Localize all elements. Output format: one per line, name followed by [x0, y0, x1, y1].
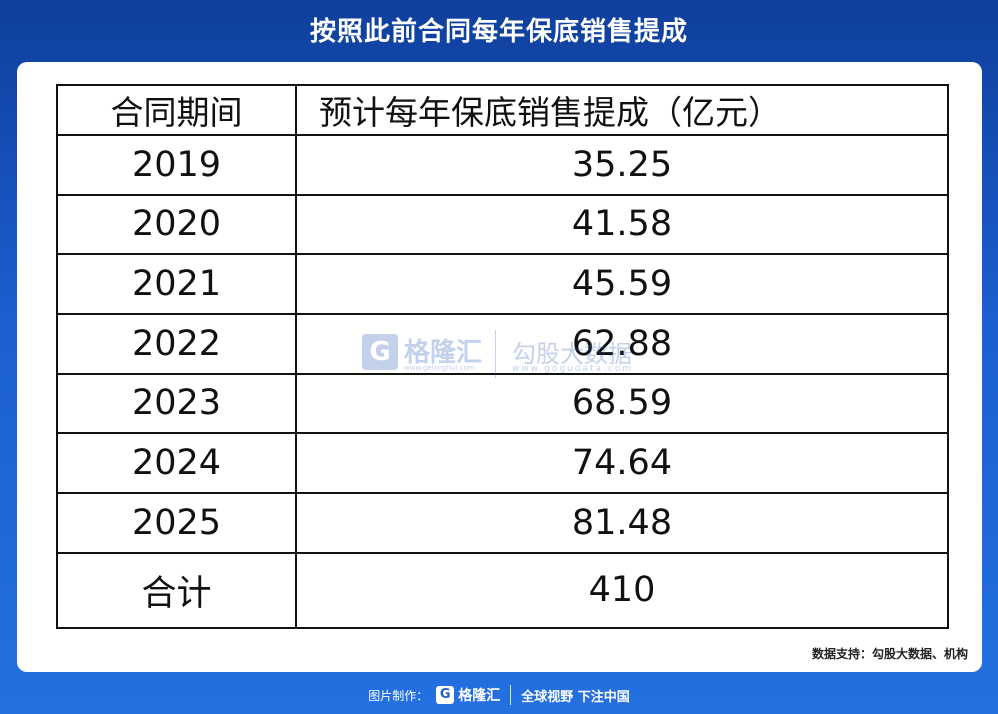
data-table: 合同期间 预计每年保底销售提成（亿元） 2019 35.25 2020 41.5…	[56, 84, 949, 630]
value-cell: 41.58	[295, 193, 949, 256]
page-title: 按照此前合同每年保底销售提成	[309, 17, 688, 47]
table-header-row: 合同期间 预计每年保底销售提成（亿元）	[56, 84, 949, 136]
table-row: 2021 45.59	[56, 253, 949, 315]
value-cell: 68.59	[295, 372, 949, 435]
period-cell: 2020	[56, 193, 297, 256]
table-row: 2022 62.88	[56, 312, 949, 375]
value-cell: 62.88	[295, 312, 949, 375]
footer-slogan: 全球视野 下注中国	[521, 689, 630, 705]
table-row: 2020 41.58	[56, 193, 949, 256]
footer-brand: 格隆汇	[458, 688, 501, 704]
column-header-period: 合同期间	[56, 84, 297, 136]
table-row: 2024 74.64	[56, 432, 949, 494]
period-cell: 2025	[56, 491, 297, 554]
data-source-note: 数据支持：勾股大数据、机构	[811, 647, 968, 661]
value-cell: 74.64	[295, 432, 949, 494]
table-row: 2019 35.25	[56, 134, 949, 196]
period-cell: 2022	[56, 312, 297, 375]
total-label-cell: 合计	[56, 551, 297, 630]
table-row: 2025 81.48	[56, 491, 949, 554]
total-value-cell: 410	[295, 551, 949, 630]
value-cell: 45.59	[295, 253, 949, 315]
period-cell: 2019	[56, 134, 297, 196]
footer-made-by: 图片制作：	[368, 688, 429, 703]
period-cell: 2023	[56, 372, 297, 435]
period-cell: 2021	[56, 253, 297, 315]
content-card: 合同期间 预计每年保底销售提成（亿元） 2019 35.25 2020 41.5…	[17, 62, 982, 672]
footer: 图片制作： G 格隆汇 全球视野 下注中国	[0, 680, 998, 710]
table-total-row: 合计 410	[56, 551, 949, 630]
brand-logo-icon: G	[436, 686, 455, 704]
value-cell: 81.48	[295, 491, 949, 554]
period-cell: 2024	[56, 432, 297, 494]
table-row: 2023 68.59	[56, 372, 949, 435]
footer-divider	[510, 685, 512, 705]
value-cell: 35.25	[295, 134, 949, 196]
column-header-value: 预计每年保底销售提成（亿元）	[295, 84, 949, 136]
